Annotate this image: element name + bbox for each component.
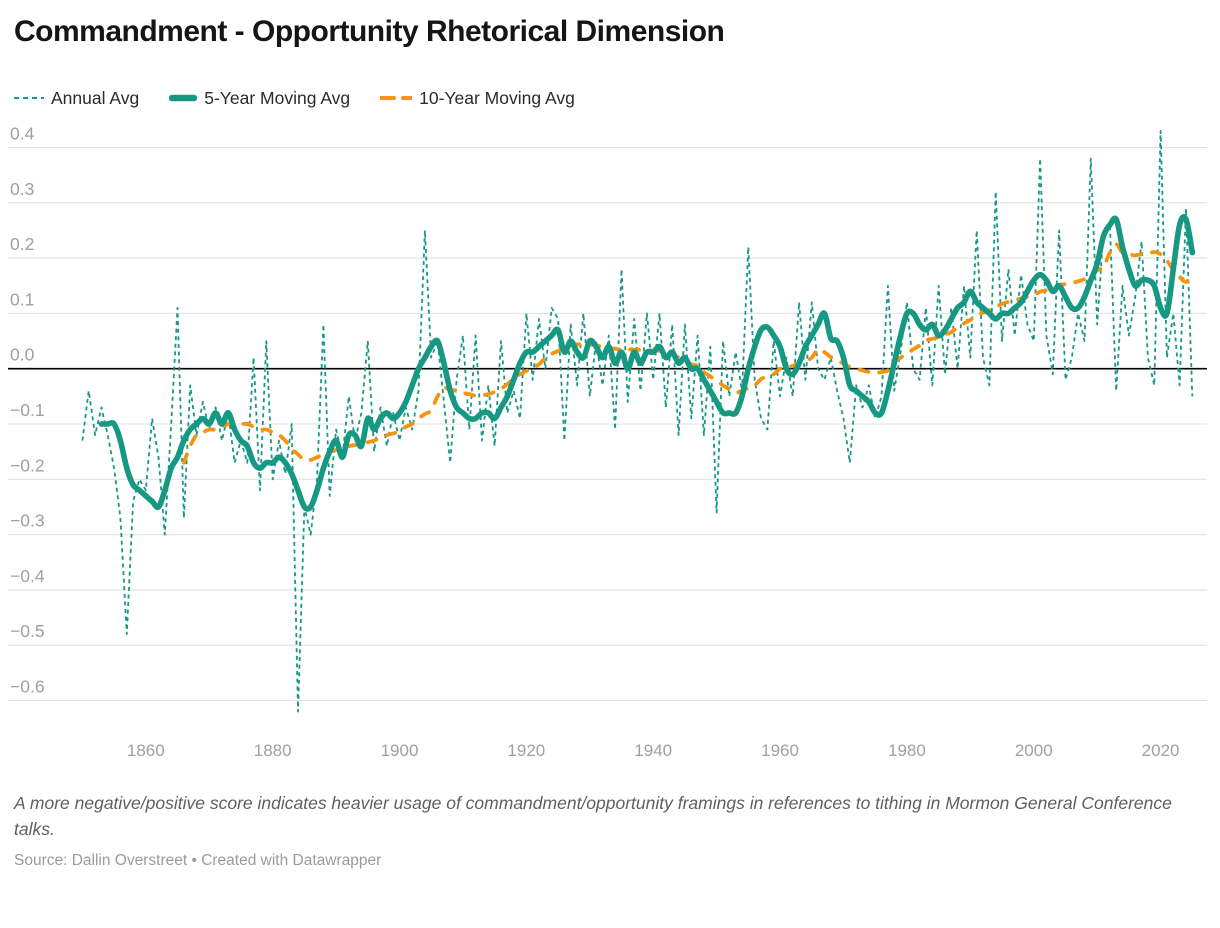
y-axis-tick-label: 0.2	[10, 234, 34, 254]
y-axis-tick-label: −0.1	[10, 400, 45, 420]
legend-label: Annual Avg	[51, 87, 140, 108]
legend-item-annual-avg: Annual Avg	[14, 88, 139, 109]
legend: Annual Avg 5-Year Moving Avg 10-Year Mov…	[14, 86, 1206, 110]
y-axis-tick-label: −0.3	[10, 511, 45, 531]
annual-avg-line	[81, 130, 1194, 713]
y-axis-tick-label: 0.1	[10, 289, 34, 309]
x-axis-tick-label: 1880	[254, 741, 292, 760]
x-axis-tick-label: 1940	[634, 741, 672, 760]
x-axis-tick-label: 1980	[888, 741, 926, 760]
y-axis-tick-label: 0.3	[10, 179, 34, 199]
legend-label: 10-Year Moving Avg	[419, 87, 575, 108]
legend-item-5yr-avg: 5-Year Moving Avg	[169, 88, 350, 109]
y-axis-tick-label: 0.4	[10, 124, 35, 144]
chart-note: A more negative/positive score indicates…	[14, 793, 1172, 840]
y-axis-tick-label: −0.6	[10, 677, 45, 697]
page: Commandment - Opportunity Rhetorical Dim…	[0, 0, 1220, 110]
x-axis-tick-label: 1860	[127, 741, 165, 760]
legend-item-10yr-avg: 10-Year Moving Avg	[380, 88, 575, 109]
legend-label: 5-Year Moving Avg	[204, 87, 351, 108]
chart-canvas: 0.4 0.3 0.2 0.1 0.0 −0.1 −0.2 −0.3 −0.4 −0.5 −0.6 1…	[8, 124, 1207, 760]
annual-avg-line-swatch-icon	[14, 97, 44, 99]
y-axis-tick-label: −0.4	[10, 566, 45, 586]
x-axis-tick-label: 1900	[381, 741, 419, 760]
y-axis-tick-label: 0.0	[10, 345, 35, 365]
y-axis-tick-label: −0.5	[10, 621, 45, 641]
x-axis-tick-label: 1920	[507, 741, 545, 760]
ten-year-avg-line-swatch-icon	[380, 96, 413, 100]
five-year-moving-avg-line	[98, 214, 1196, 512]
x-axis-tick-label: 1960	[761, 741, 799, 760]
x-axis-tick-label: 2020	[1142, 741, 1180, 760]
chart-source: Source: Dallin Overstreet • Created with…	[14, 851, 382, 869]
x-axis-tick-label: 2000	[1015, 741, 1053, 760]
y-axis-tick-label: −0.2	[10, 455, 45, 475]
chart-title: Commandment - Opportunity Rhetorical Dim…	[14, 15, 725, 48]
five-year-avg-line-swatch-icon	[169, 94, 198, 102]
